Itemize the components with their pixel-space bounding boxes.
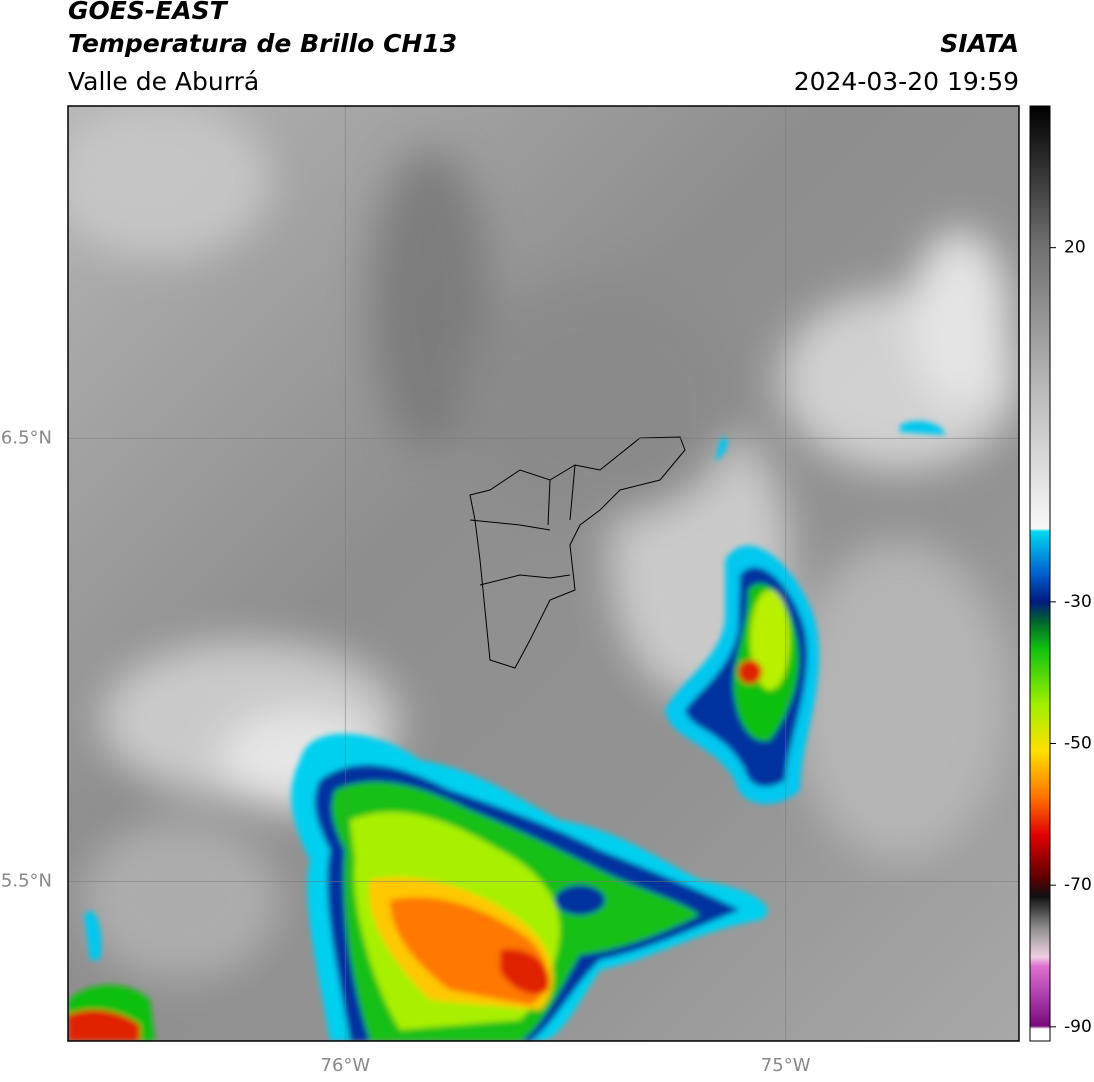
colorbar-tick-label: -50 <box>1064 734 1092 754</box>
colorbar-tick-label: -90 <box>1064 1017 1092 1037</box>
datetime: 2024-03-20 19:59 <box>794 67 1019 96</box>
lat-tick-label: 5.5°N <box>1 870 52 891</box>
colorbar <box>1029 105 1051 1042</box>
title: GOES-EAST <box>68 0 229 25</box>
lon-tick-label: 76°W <box>321 1055 371 1076</box>
colorbar-tick-label: -30 <box>1064 592 1092 612</box>
subtitle: Temperatura de Brillo CH13 <box>68 29 457 58</box>
satellite-image <box>68 106 1019 1041</box>
lat-tick-label: 6.5°N <box>1 427 52 448</box>
colorbar-ticks: 20 -30 -50 -70 -90 <box>1050 238 1092 1037</box>
region: Valle de Aburrá <box>68 67 259 96</box>
source: SIATA <box>940 29 1019 58</box>
colorbar-tick-label: -70 <box>1064 875 1092 895</box>
graticule: 76°W 75°W 6.5°N 5.5°N <box>1 106 1019 1076</box>
lon-tick-label: 75°W <box>761 1055 811 1076</box>
map-frame <box>67 105 1020 1042</box>
colorbar-tick-label: 20 <box>1064 238 1086 258</box>
